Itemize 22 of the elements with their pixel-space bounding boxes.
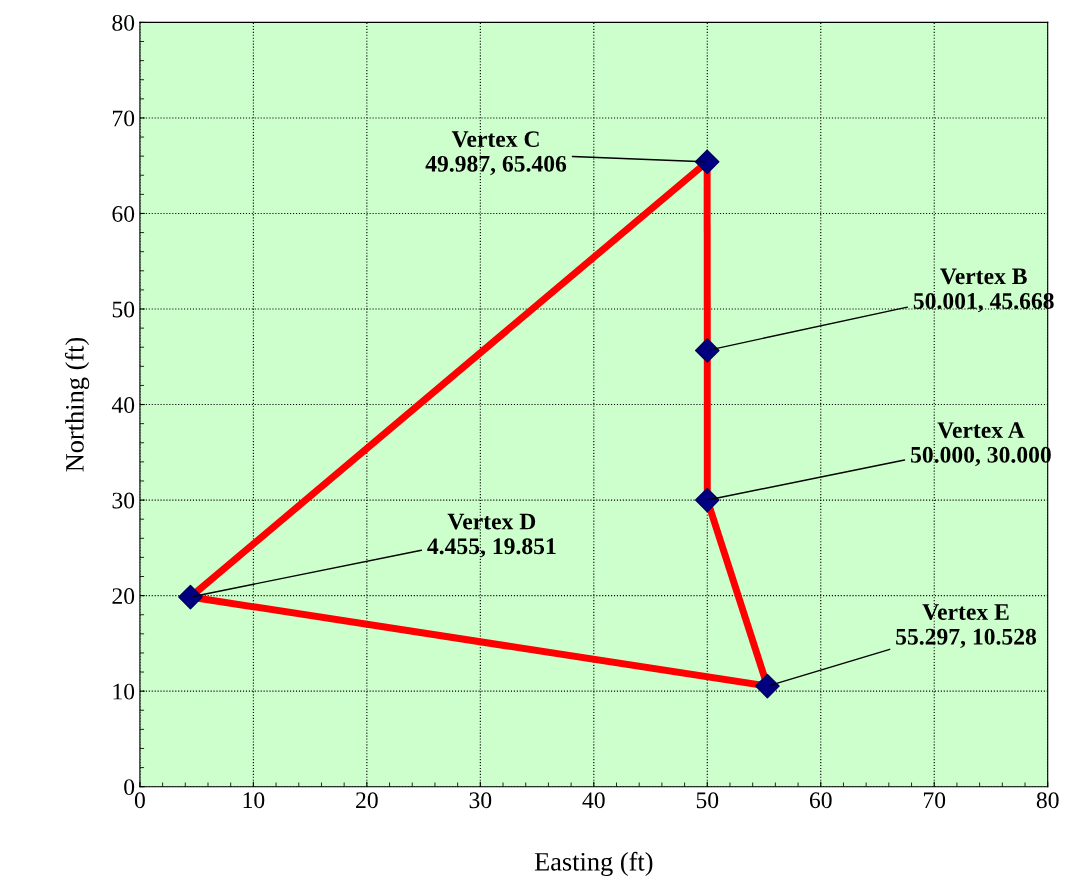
x-tick-label: 70	[923, 792, 946, 809]
y-tick-label: 70	[112, 110, 135, 127]
y-tick-label: 20	[112, 588, 135, 605]
x-tick-label: 30	[469, 792, 492, 809]
y-tick-label: 30	[112, 492, 135, 509]
x-tick-label: 50	[696, 792, 719, 809]
y-tick-label: 80	[112, 14, 135, 31]
x-tick-label: 60	[809, 792, 832, 809]
x-tick-label: 80	[1036, 792, 1059, 809]
x-tick-label: 20	[356, 792, 378, 809]
x-axis-title: Easting (ft)	[534, 851, 653, 877]
y-tick-label: 60	[112, 205, 135, 222]
x-tick-label: 40	[582, 792, 605, 809]
x-tick-label: 10	[243, 792, 265, 809]
y-tick-label: 50	[112, 301, 135, 318]
annotation: Vertex C 49.987, 65.406	[425, 131, 567, 176]
y-axis-title: Northing (ft)	[64, 337, 90, 472]
y-tick-label: 0	[124, 779, 135, 796]
y-tick-label: 40	[111, 397, 135, 413]
y-tick-label: 10	[113, 683, 135, 700]
annotation: Vertex D 4.455, 19.851	[427, 513, 556, 558]
annotation: Vertex E 55.297, 10.528	[896, 604, 1037, 649]
